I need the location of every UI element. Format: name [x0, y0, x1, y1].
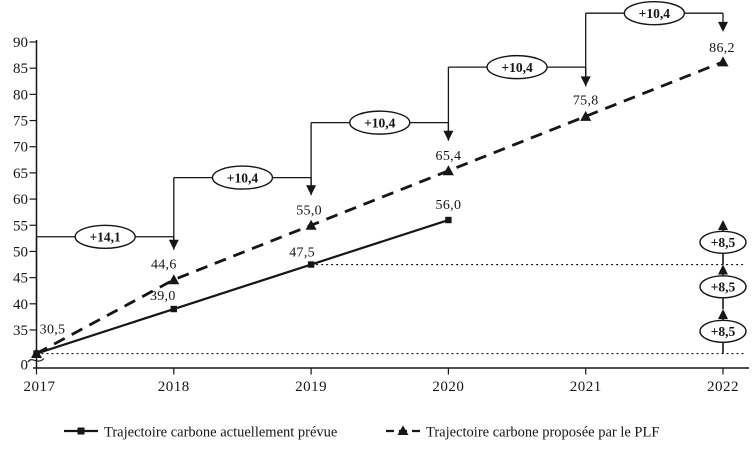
y-tick-label: 40: [13, 297, 28, 313]
marker-triangle-icon: [580, 110, 592, 121]
step-annotation-label: +10,4: [227, 170, 259, 185]
increment-annotation-ellipse: [699, 275, 747, 299]
marker-triangle-icon: [717, 56, 729, 67]
legend-label-current: Trajectoire carbone actuellement prévue: [104, 425, 337, 441]
data-point-label: 30,5: [40, 323, 66, 338]
legend-marker-square-icon: [77, 427, 85, 435]
marker-triangle-icon: [442, 165, 454, 176]
step-annotation-ellipse: [486, 54, 548, 80]
series-line-current: [36, 218, 449, 355]
x-tick-label: 2017: [24, 379, 56, 395]
increment-annotation-label: +8,5: [711, 280, 736, 295]
y-tick-label: 70: [13, 140, 28, 156]
up-arrow-icon: [718, 220, 728, 231]
step-annotation-ellipse: [74, 224, 136, 249]
x-tick-label: 2020: [432, 379, 464, 395]
data-point-label: 44,6: [151, 258, 177, 273]
increment-annotation-label: +8,5: [711, 235, 736, 250]
step-annotation-label: +10,4: [639, 6, 671, 21]
x-tick-label: 2022: [707, 379, 739, 395]
y-tick-label: 35: [13, 323, 28, 339]
y-tick-label: 45: [13, 271, 28, 287]
up-arrow-icon: [718, 264, 728, 275]
y-tick-label: 80: [13, 87, 28, 103]
x-tick-label: 2019: [295, 379, 327, 395]
y-axis-break-icon: [27, 358, 45, 363]
legend-label-proposed: Trajectoire carbone proposée par le PLF: [426, 425, 659, 441]
marker-square-icon: [307, 261, 315, 268]
y-tick-label: 60: [13, 192, 28, 208]
y-tick-label: 55: [13, 218, 28, 234]
data-point-label: 47,5: [289, 246, 315, 261]
increment-annotation-ellipse: [699, 319, 747, 343]
data-point-label: 56,0: [436, 198, 462, 213]
y-origin-label: 0: [21, 358, 29, 374]
step-annotation-label: +10,4: [364, 115, 396, 130]
down-arrow-icon: [718, 21, 728, 32]
y-tick-label: 85: [13, 61, 28, 77]
x-tick-label: 2021: [570, 379, 602, 395]
marker-triangle-icon: [31, 348, 42, 359]
step-annotation-ellipse: [211, 165, 274, 190]
x-tick-label: 2018: [158, 379, 190, 395]
step-annotation-ellipse: [623, 1, 686, 26]
y-tick-label: 90: [13, 35, 28, 51]
data-point-label: 75,8: [573, 93, 599, 108]
series-line-proposed: [35, 60, 724, 355]
legend-marker-triangle-icon: [397, 425, 409, 435]
y-tick-label: 50: [13, 244, 28, 260]
data-point-label: 55,0: [296, 203, 322, 218]
marker-triangle-icon: [305, 219, 317, 230]
increment-annotation-ellipse: [699, 230, 747, 254]
y-tick-label: 65: [13, 166, 28, 182]
up-arrow-icon: [718, 309, 728, 320]
data-point-label: 86,2: [709, 41, 735, 56]
step-annotation-ellipse: [349, 110, 411, 135]
data-point-label: 39,0: [150, 289, 176, 304]
marker-square-icon: [445, 216, 452, 224]
y-tick-label: 75: [13, 114, 28, 130]
data-point-label: 65,4: [436, 149, 462, 164]
increment-annotation-label: +8,5: [711, 324, 736, 339]
marker-triangle-icon: [168, 274, 180, 285]
marker-square-icon: [170, 305, 177, 313]
step-annotation-label: +10,4: [501, 60, 533, 75]
step-annotation-label: +14,1: [89, 230, 121, 245]
